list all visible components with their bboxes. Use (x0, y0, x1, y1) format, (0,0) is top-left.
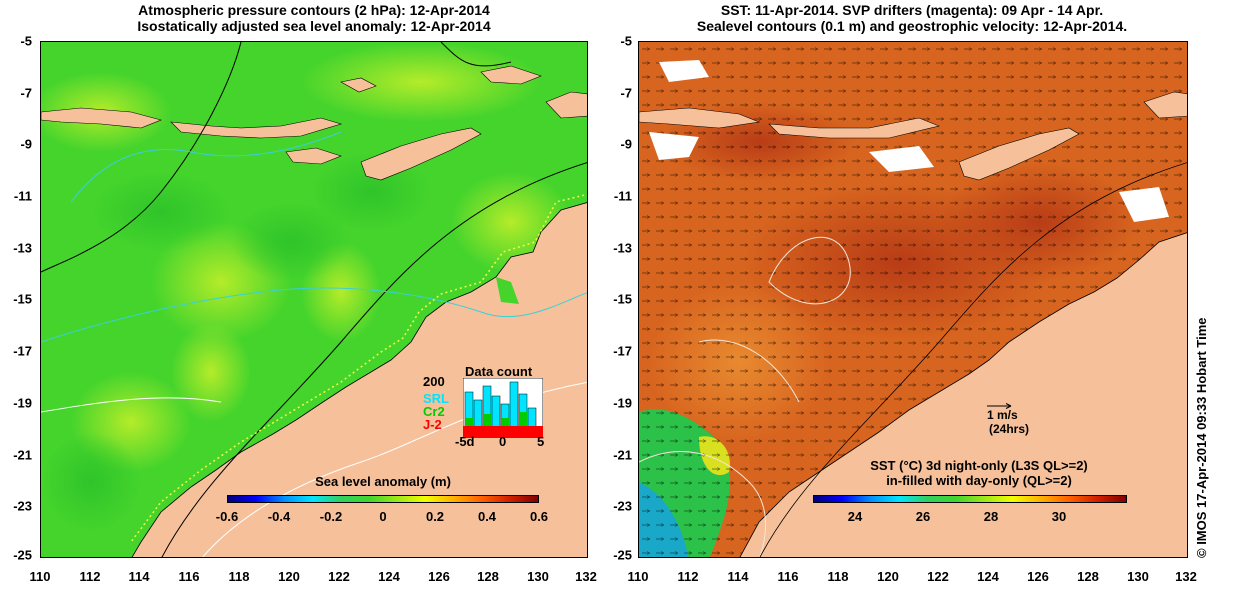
sla-cb-tick-5: 0.2 (425, 509, 445, 524)
right-y-tick: -7 (620, 85, 632, 101)
australia-land-sst (739, 232, 1187, 557)
sla-cb-tick-3: -0.2 (319, 509, 343, 524)
right-y-tick: -13 (613, 240, 632, 256)
right-title: SST: 11-Apr-2014. SVP drifters (magenta)… (622, 2, 1202, 34)
right-title-line1: SST: 11-Apr-2014. SVP drifters (magenta)… (720, 2, 1104, 18)
sla-cb-tick-6: 0.4 (477, 509, 497, 524)
left-x-tick: 120 (278, 569, 300, 584)
left-x-tick: 128 (477, 569, 499, 584)
sla-cb-tick-1: -0.6 (215, 509, 239, 524)
right-y-tick: -19 (613, 395, 632, 411)
right-y-tick: -11 (613, 188, 632, 204)
sst-colorbar-label-line1: SST (°C) 3d night-only (L3S QL>=2) (870, 458, 1088, 473)
left-y-tick: -23 (13, 498, 32, 514)
sst-colorbar-label-line2: in-filled with day-only (QL>=2) (886, 473, 1072, 488)
left-x-tick: 116 (178, 569, 200, 584)
java-bali-islands (41, 107, 162, 129)
left-x-tick: 118 (228, 569, 250, 584)
inset-legend-j2: J-2 (423, 417, 442, 432)
left-y-tick: -9 (20, 136, 32, 152)
left-title: Atmospheric pressure contours (2 hPa): 1… (40, 2, 588, 34)
left-y-tick: -21 (13, 447, 32, 463)
right-x-tick: 118 (827, 569, 849, 584)
left-title-line1: Atmospheric pressure contours (2 hPa): 1… (138, 2, 490, 18)
right-y-tick: -5 (620, 33, 632, 49)
right-y-tick: -23 (613, 498, 632, 514)
right-y-tick: -25 (613, 547, 632, 563)
left-y-tick: -17 (13, 343, 32, 359)
right-x-tick: 122 (927, 569, 949, 584)
right-x-tick: 132 (1175, 569, 1197, 584)
left-x-tick: 130 (527, 569, 549, 584)
left-x-tick: 114 (128, 569, 150, 584)
right-x-tick: 130 (1127, 569, 1149, 584)
sst-colorbar (813, 495, 1127, 503)
left-y-tick: -25 (13, 547, 32, 563)
velocity-scale-sub: (24hrs) (989, 422, 1030, 436)
sst-cb-tick-24: 24 (847, 509, 863, 524)
left-y-tick: -5 (20, 33, 32, 49)
right-x-tick: 112 (677, 569, 699, 584)
right-title-line2: Sealevel contours (0.1 m) and geostrophi… (696, 18, 1128, 34)
inset-x-tick-5: 5 (537, 434, 545, 449)
right-x-tick: 126 (1027, 569, 1049, 584)
sla-cb-tick-7: 0.6 (529, 509, 549, 524)
sst-colorbar-label: SST (°C) 3d night-only (L3S QL>=2) in-fi… (779, 458, 1179, 488)
sla-colorbar-label: Sea level anomaly (m) (315, 474, 451, 489)
left-x-tick: 110 (29, 569, 51, 584)
right-x-tick: 110 (627, 569, 649, 584)
copyright-label: © IMOS 17-Apr-2014 09:33 Hobart Time (1194, 317, 1209, 558)
right-y-tick: -21 (613, 447, 632, 463)
left-y-tick: -13 (13, 240, 32, 256)
sst-cb-tick-28: 28 (983, 509, 999, 524)
left-x-tick: 112 (79, 569, 101, 584)
left-x-tick: 126 (428, 569, 450, 584)
right-y-tick: -17 (613, 343, 632, 359)
inset-bars (463, 378, 543, 438)
right-x-tick: 128 (1077, 569, 1099, 584)
data-count-inset: Data count 200 SRL Cr2 J-2 (421, 364, 551, 442)
sst-map-panel[interactable]: 1 m/s (24hrs) SST (°C) 3d night-only (L3… (638, 41, 1188, 558)
left-title-line2: Isostatically adjusted sea level anomaly… (137, 18, 491, 34)
left-y-tick: -7 (20, 85, 32, 101)
timor-island-sst (958, 127, 1080, 181)
right-x-tick: 114 (727, 569, 749, 584)
inset-x-tick-neg5: -5d (455, 434, 475, 449)
inset-x-tick-0: 0 (499, 434, 507, 449)
right-y-tick: -9 (620, 136, 632, 152)
right-x-tick: 124 (977, 569, 999, 584)
inset-title: Data count (465, 364, 533, 379)
inset-legend-srl: SRL (423, 391, 449, 406)
velocity-scale-arrow (987, 403, 1012, 409)
sst-map (639, 42, 1187, 557)
left-x-tick: 124 (378, 569, 400, 584)
right-x-tick: 120 (877, 569, 899, 584)
left-x-tick: 122 (328, 569, 350, 584)
timor-island (360, 127, 482, 181)
left-x-tick: 132 (575, 569, 597, 584)
sla-map (41, 42, 587, 557)
inset-y-tick: 200 (423, 374, 445, 389)
inset-legend-cr2: Cr2 (423, 404, 445, 419)
velocity-scale-label: 1 m/s (987, 408, 1018, 422)
sla-cb-tick-2: -0.4 (267, 509, 291, 524)
left-y-tick: -11 (13, 188, 32, 204)
sla-cb-tick-4: 0 (379, 509, 387, 524)
sla-map-panel[interactable]: Data count 200 SRL Cr2 J-2 -5d 0 5 Sea l… (40, 41, 588, 558)
sst-cb-tick-26: 26 (915, 509, 931, 524)
sla-colorbar (227, 495, 539, 503)
left-y-tick: -15 (13, 291, 32, 307)
left-y-tick: -19 (13, 395, 32, 411)
right-x-tick: 116 (777, 569, 799, 584)
australia-land (131, 202, 587, 557)
sst-cb-tick-30: 30 (1051, 509, 1067, 524)
right-y-tick: -15 (613, 291, 632, 307)
